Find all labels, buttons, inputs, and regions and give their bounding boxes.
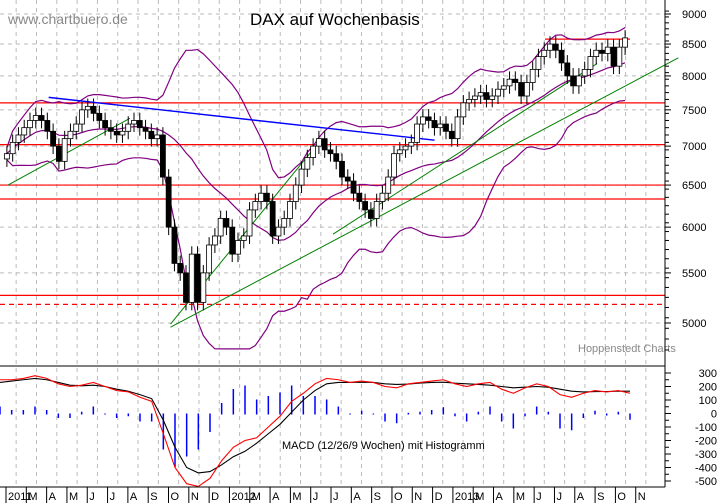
month-tick-label: S xyxy=(597,491,604,503)
macd-label: MACD (12/26/9 Wochen) mit Histogramm xyxy=(282,440,485,452)
month-tick-label: A xyxy=(577,491,585,503)
month-tick-label: A xyxy=(272,491,280,503)
month-tick-label: N xyxy=(191,491,199,503)
macd-tick-label: -100 xyxy=(695,422,717,434)
price-tick-label: 9000 xyxy=(682,9,706,21)
month-tick-label: 2011 xyxy=(8,491,32,503)
price-axis: 5000 5500 6000 6500 7000 7500 8000 8500 9000 xyxy=(665,9,706,351)
price-tick-label: 5500 xyxy=(682,268,706,280)
macd-tick-label: -300 xyxy=(695,449,717,461)
month-tick-label: A xyxy=(130,491,138,503)
month-tick-label: A xyxy=(49,491,57,503)
macd-tick-label: 0 xyxy=(711,409,717,421)
month-tick-label: D xyxy=(435,491,443,503)
macd-tick-label: 100 xyxy=(699,395,717,407)
price-tick-label: 7000 xyxy=(682,141,706,153)
price-tick-label: 8500 xyxy=(682,39,706,51)
month-tick-label: J xyxy=(556,491,562,503)
month-tick-label: N xyxy=(414,491,422,503)
price-tick-label: 8000 xyxy=(682,71,706,83)
candlesticks xyxy=(3,30,629,311)
price-tick-label: 6000 xyxy=(682,222,706,234)
month-tick-label: J xyxy=(313,491,319,503)
month-tick-label: O xyxy=(617,491,626,503)
month-tick-label: N xyxy=(638,491,646,503)
month-tick-label: J xyxy=(110,491,116,503)
month-tick-label: S xyxy=(374,491,381,503)
month-tick-label: M xyxy=(292,491,301,503)
macd-tick-label: -400 xyxy=(695,463,717,475)
month-tick-label: J xyxy=(89,491,95,503)
macd-tick-label: -200 xyxy=(695,436,717,448)
trendlines xyxy=(7,57,679,328)
macd-tick-label: 200 xyxy=(699,382,717,394)
month-tick-label: J xyxy=(333,491,339,503)
month-tick-label: J xyxy=(536,491,542,503)
month-tick-label: M xyxy=(28,491,37,503)
month-tick-label: M xyxy=(516,491,525,503)
month-tick-label: M xyxy=(69,491,78,503)
month-tick-label: O xyxy=(394,491,403,503)
source-label: Hoppenstedt Charts xyxy=(578,343,676,355)
macd-tick-label: -500 xyxy=(695,476,717,488)
price-tick-label: 7500 xyxy=(682,105,706,117)
chart-title: DAX auf Wochenbasis xyxy=(250,10,420,29)
resistance-lines xyxy=(0,38,665,306)
watermark: www.chartbuero.de xyxy=(7,11,128,27)
month-tick-label: M xyxy=(475,491,484,503)
month-tick-label: M xyxy=(252,491,261,503)
month-tick-label: A xyxy=(496,491,504,503)
price-tick-label: 6500 xyxy=(682,180,706,192)
month-tick-label: D xyxy=(211,491,219,503)
macd-panel xyxy=(0,375,631,487)
month-tick-label: A xyxy=(353,491,361,503)
month-tick-label: S xyxy=(150,491,157,503)
price-tick-label: 5000 xyxy=(682,318,706,330)
macd-tick-label: 300 xyxy=(699,368,717,380)
month-tick-label: O xyxy=(171,491,180,503)
